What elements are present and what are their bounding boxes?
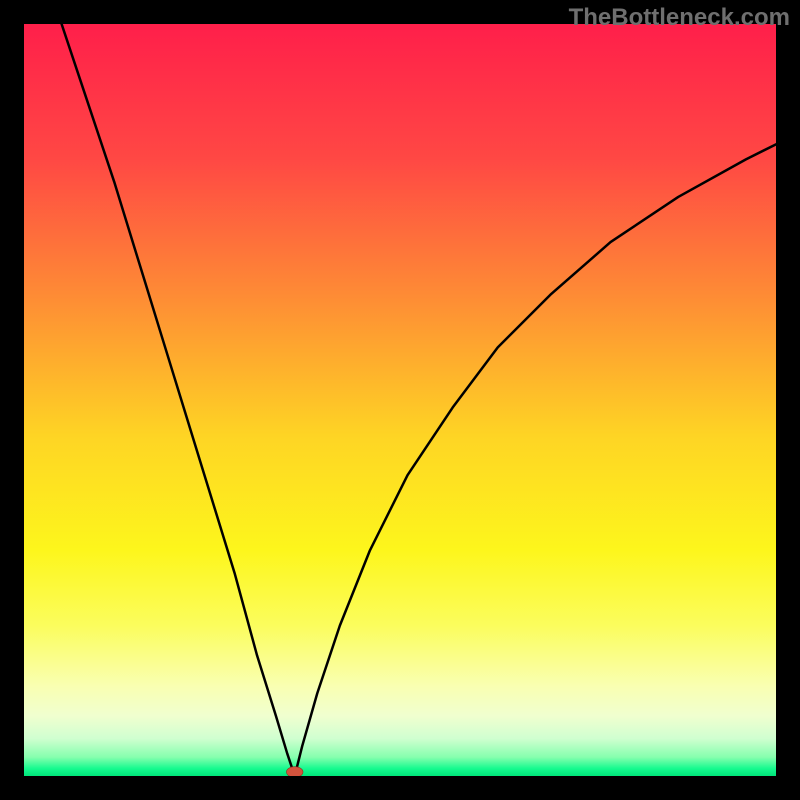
chart-background [24,24,776,776]
plot-area [24,24,776,776]
optimal-point-marker [286,767,303,776]
bottleneck-chart [24,24,776,776]
chart-frame: TheBottleneck.com [0,0,800,800]
watermark-text: TheBottleneck.com [569,4,790,32]
